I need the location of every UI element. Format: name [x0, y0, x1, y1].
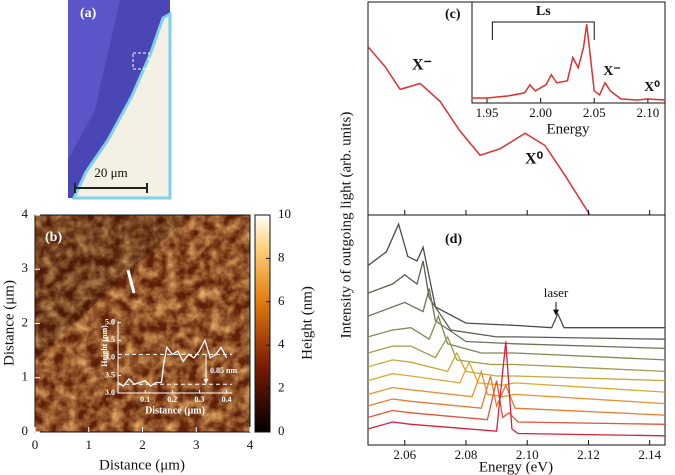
colorbar-tick-label: 4 — [278, 336, 285, 351]
inset-y-tick-label: 3.5 — [105, 370, 115, 379]
spectrum — [368, 260, 665, 340]
inset-spectrum — [472, 24, 666, 101]
spectrum — [368, 222, 665, 329]
inset-x-tick-label: 2.05 — [583, 105, 606, 120]
colorbar-tick-label: 0 — [278, 423, 285, 438]
bracket — [491, 21, 595, 40]
spectrum — [368, 46, 591, 215]
y-tick-label: 3 — [22, 260, 29, 275]
inset-y-tick-label: 5.0 — [105, 318, 115, 327]
inset-x-tick-label: 0.4 — [222, 395, 232, 404]
y-tick-label: 4 — [22, 206, 29, 221]
peak-label: X⁻ — [412, 57, 432, 74]
panel-label: (c) — [445, 7, 461, 22]
scale-bar-label: 20 μm — [94, 165, 127, 180]
peak-label: X⁰ — [525, 151, 544, 168]
inset-x-tick-label: 0.3 — [194, 395, 204, 404]
x-axis-label: Distance (μm) — [99, 457, 185, 473]
spectrum — [368, 288, 665, 350]
x-axis-label: Energy (eV) — [479, 459, 553, 475]
profile-line — [126, 269, 136, 294]
inset-y-tick-label: 4.0 — [105, 353, 115, 362]
colorbar-label: Height (nm) — [299, 286, 315, 360]
spectrum — [368, 369, 665, 405]
inset-frame — [471, 1, 666, 104]
x-tick-label: 2.06 — [393, 447, 416, 462]
bracket-label: Ls — [536, 4, 551, 19]
substrate-region — [35, 215, 190, 360]
y-axis-label: Distance (μm) — [1, 280, 17, 366]
inset-x-label: Distance (μm) — [145, 405, 205, 416]
y-axis-label: Intensity of outgoing light (arb. units) — [338, 112, 354, 339]
y-tick-label: 1 — [22, 369, 29, 384]
x-tick-label: 1 — [86, 437, 93, 452]
spectrum — [368, 360, 665, 393]
plot-c — [368, 46, 591, 215]
x-tick-label: 2 — [139, 437, 146, 452]
x-tick-label: 2.08 — [455, 447, 478, 462]
y-tick-label: 0 — [22, 423, 29, 438]
inset-peak-label: X⁰ — [644, 80, 660, 95]
plot-d — [368, 222, 665, 437]
y-tick-label: 2 — [22, 314, 29, 329]
inset-peak-label: X⁻ — [603, 64, 621, 79]
colorbar-tick-label: 10 — [278, 206, 291, 221]
inset-x-tick-label: 2.00 — [529, 105, 552, 120]
inset-x-label: Energy — [546, 121, 590, 137]
colorbar-tick-label: 2 — [278, 380, 285, 395]
inset-x-tick-label: 1.95 — [476, 105, 499, 120]
panel-label: (b) — [45, 230, 62, 245]
inset-annotation: 0.85 nm — [210, 366, 237, 375]
x-tick-label: 2.14 — [638, 447, 661, 462]
profile-line — [117, 338, 228, 387]
inset-y-tick-label: 3.0 — [105, 388, 115, 397]
spectrum — [368, 341, 665, 437]
inset-x-tick-label: 2.10 — [636, 105, 659, 120]
spectrum — [368, 335, 665, 373]
frame-d — [367, 214, 666, 446]
inset-y-label: Height (nm) — [100, 325, 109, 367]
colorbar-tick-label: 6 — [278, 293, 285, 308]
region-box — [132, 52, 150, 70]
spectrum — [368, 314, 665, 361]
colorbar — [254, 214, 271, 433]
inset-x-tick-label: 0.1 — [140, 395, 150, 404]
panel-label: (a) — [80, 6, 97, 21]
spectrum — [368, 380, 665, 425]
afm-map — [35, 215, 250, 432]
x-tick-label: 0 — [32, 437, 39, 452]
x-tick-label: 4 — [247, 437, 254, 452]
inset-y-tick-label: 4.5 — [105, 335, 115, 344]
panel-label: (d) — [445, 232, 462, 247]
colorbar-tick-label: 8 — [278, 249, 285, 264]
map-texture — [35, 215, 250, 432]
x-tick-label: 2.12 — [577, 447, 600, 462]
x-tick-label: 2.10 — [516, 447, 539, 462]
spectrum — [368, 375, 665, 416]
optical-image: 20 μm (a) — [68, 0, 172, 200]
spectrum — [368, 351, 665, 382]
inset-x-tick-label: 0.2 — [167, 395, 177, 404]
x-tick-label: 3 — [193, 437, 200, 452]
laser-label: laser — [544, 285, 569, 300]
